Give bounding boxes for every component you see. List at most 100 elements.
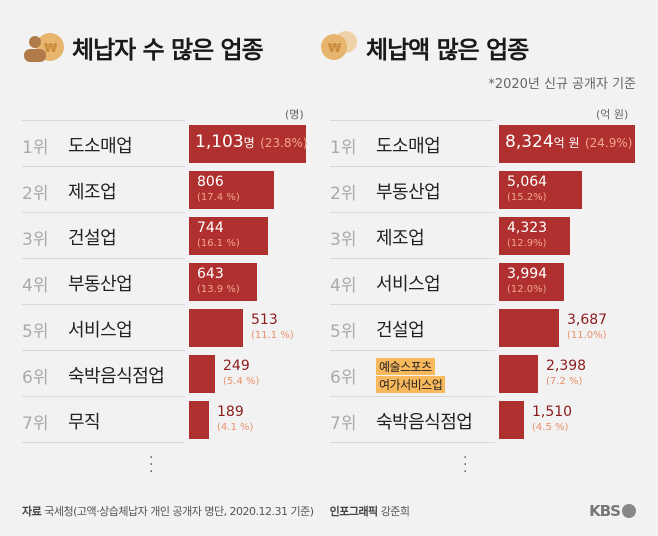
more-dots: · · ·: [149, 450, 154, 480]
category-label: 건설업: [68, 228, 117, 249]
rank: 3위: [22, 230, 49, 250]
rank: 6위: [22, 368, 49, 388]
bar: [189, 309, 243, 347]
source: 자료 국세청(고액·상습체납자 개인 공개자 명단, 2020.12.31 기준…: [22, 503, 314, 519]
bar: [499, 309, 559, 347]
chart-row: 6위 예술스포츠 여가서비스업 2,398 (7.2 %): [330, 351, 645, 397]
bar: [189, 401, 209, 439]
value-label: 1,103명 (23.8%): [195, 132, 308, 152]
divider: [22, 442, 185, 443]
rank: 2위: [330, 184, 357, 204]
bar: [189, 125, 306, 163]
divider: [330, 350, 495, 351]
category-label: 건설업: [376, 320, 425, 341]
divider: [22, 258, 185, 259]
category-label: 예술스포츠 여가서비스업: [376, 357, 446, 394]
rank: 5위: [330, 322, 357, 342]
kbs-logo: KBS: [589, 502, 636, 520]
category-label: 제조업: [68, 182, 117, 203]
category-label: 무직: [68, 412, 101, 433]
divider: [22, 212, 185, 213]
coin-icon: ₩: [321, 31, 357, 60]
bar: [189, 171, 274, 209]
chart-row: 3위 제조업 4,323 (12.9%): [330, 213, 645, 259]
divider: [22, 350, 185, 351]
value-label: 1,510 (4.5 %): [532, 404, 573, 434]
value-label: 744 (16.1 %): [197, 220, 240, 250]
bar: [189, 263, 257, 301]
rank: 4위: [22, 276, 49, 296]
chart-row: 5위 건설업 3,687 (11.0%): [330, 305, 645, 351]
divider: [22, 304, 185, 305]
bar: [499, 355, 538, 393]
highlight-line: 여가서비스업: [376, 376, 446, 393]
source-text: 국세청(고액·상습체납자 개인 공개자 명단, 2020.12.31 기준): [44, 505, 314, 518]
chart-row: 4위 서비스업 3,994 (12.0%): [330, 259, 645, 305]
bar: [499, 401, 524, 439]
chart-row: 3위 건설업 744 (16.1 %): [22, 213, 316, 259]
rank: 2위: [22, 184, 49, 204]
divider: [330, 304, 495, 305]
chart-row: 5위 서비스업 513 (11.1 %): [22, 305, 316, 351]
bar: [499, 263, 564, 301]
category-label: 서비스업: [376, 274, 441, 295]
chart-row: 2위 부동산업 5,064 (15.2%): [330, 167, 645, 213]
left-unit: (명): [285, 108, 304, 121]
note: *2020년 신규 공개자 기준: [488, 77, 636, 92]
category-label: 숙박음식점업: [376, 412, 473, 433]
chart-row: 1위 도소매업 1,103명 (23.8%): [22, 121, 316, 167]
divider: [22, 396, 185, 397]
value-label: 3,687 (11.0%): [567, 312, 608, 342]
taxpayer-icon: ₩: [24, 33, 64, 62]
value-label: 249 (5.4 %): [223, 358, 260, 388]
category-label: 서비스업: [68, 320, 133, 341]
chart-row: 7위 숙박음식점업 1,510 (4.5 %): [330, 397, 645, 443]
more-dots: · · ·: [463, 450, 468, 480]
chart-row: 4위 부동산업 643 (13.9 %): [22, 259, 316, 305]
highlight-line: 예술스포츠: [376, 358, 435, 375]
svg-text:₩: ₩: [328, 41, 342, 55]
kbs-logo-mark: [622, 504, 636, 518]
kbs-logo-text: KBS: [589, 502, 621, 520]
svg-text:₩: ₩: [44, 41, 58, 55]
bar: [499, 171, 582, 209]
divider: [330, 212, 495, 213]
category-label: 부동산업: [68, 274, 133, 295]
bar: [189, 355, 215, 393]
value-label: 4,323 (12.9%): [507, 220, 548, 250]
divider: [22, 120, 185, 121]
chart-row: 7위 무직 189 (4.1 %): [22, 397, 316, 443]
rank: 5위: [22, 322, 49, 342]
divider: [330, 258, 495, 259]
category-label: 제조업: [376, 228, 425, 249]
divider: [330, 120, 493, 121]
bar: [499, 217, 570, 255]
value-label: 3,994 (12.0%): [507, 266, 548, 296]
chart-row: 6위 숙박음식점업 249 (5.4 %): [22, 351, 316, 397]
divider: [22, 166, 185, 167]
left-chart-title: 체납자 수 많은 업종: [72, 36, 264, 64]
rank: 4위: [330, 276, 357, 296]
category-label: 도소매업: [68, 136, 133, 157]
category-label: 도소매업: [376, 136, 441, 157]
right-chart-title: 체납액 많은 업종: [366, 36, 529, 64]
rank: 7위: [22, 414, 49, 434]
value-label: 643 (13.9 %): [197, 266, 240, 296]
bar: [189, 217, 268, 255]
value-label: 2,398 (7.2 %): [546, 358, 587, 388]
rank: 7위: [330, 414, 357, 434]
value-label: 189 (4.1 %): [217, 404, 254, 434]
right-unit: (억 원): [596, 108, 629, 121]
category-label: 숙박음식점업: [68, 366, 165, 387]
rank: 3위: [330, 230, 357, 250]
divider: [330, 166, 495, 167]
bar: [499, 125, 635, 163]
rank: 1위: [22, 138, 49, 158]
rank: 1위: [330, 138, 357, 158]
credit-label: 인포그래픽: [329, 505, 379, 518]
value-label: 5,064 (15.2%): [507, 174, 548, 204]
value-label: 513 (11.1 %): [251, 312, 294, 342]
footer: 자료 국세청(고액·상습체납자 개인 공개자 명단, 2020.12.31 기준…: [22, 502, 636, 520]
divider: [330, 442, 495, 443]
category-label: 부동산업: [376, 182, 441, 203]
